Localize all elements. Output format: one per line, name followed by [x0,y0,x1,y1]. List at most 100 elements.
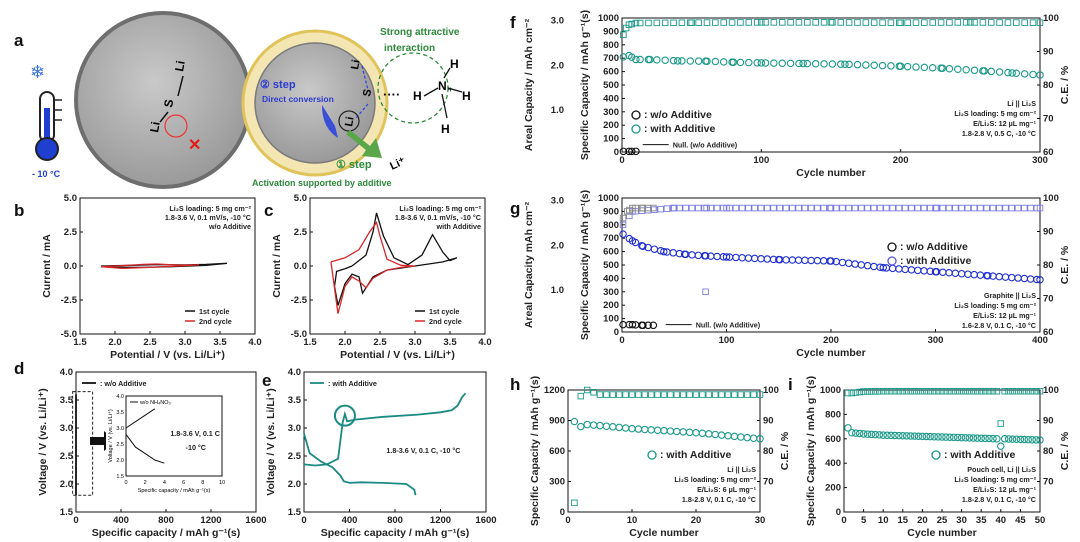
capacity-marker [1036,71,1044,79]
x-tick-label: 1600 [475,515,496,526]
legend-label: : with Additive [328,379,377,388]
direct-conversion-arrow [322,105,338,138]
y-tick-label: 900 [549,416,565,427]
x-tick-label: 2.0 [338,337,351,348]
inset-note-2: -10 °C [186,443,206,452]
ce-marker [628,20,636,28]
ce-marker [912,19,920,26]
capacity-marker [639,242,647,250]
y-axis-label: Current / mA [271,234,283,298]
x-tick-label: 1.5 [303,337,317,348]
ce-marker [663,205,671,212]
y-tick-label: 2.5 [64,227,78,238]
info-text: 1.8-2.8 V, 0.1 C, -10 °C [962,495,1036,504]
capacity-marker [722,253,731,261]
ce-marker [644,204,652,212]
y-tick-label: 300 [603,107,619,118]
ce-marker [921,19,928,26]
svg-text:N: N [438,79,447,93]
capacity-marker [887,431,895,440]
y-tick-label: 400 [825,458,841,469]
capacity-marker [1008,273,1016,282]
y-tick-label: 0.0 [64,261,77,272]
capacity-marker [938,433,946,441]
capacity-marker [577,422,585,431]
info-text: Graphite || Li₂S [984,291,1036,300]
ce-marker [789,204,796,212]
ce-marker [737,19,744,26]
x-tick-label: 0 [73,515,78,526]
x-tick-label: 0 [619,335,624,346]
ce-marker [911,387,918,395]
y2-tick-label: 100 [1043,13,1059,24]
ce-marker [860,388,867,395]
inset-y-tick: 2.0 [116,458,124,464]
ce-marker [615,391,623,398]
capacity-marker [962,66,970,74]
capacity-marker [980,67,989,75]
ce-marker [804,19,811,26]
legend-label: : w/o Additive [900,241,968,253]
ce-marker [703,204,710,212]
y-tick-label: 300 [549,477,565,488]
li-ion-label: Li⁺ [388,155,407,173]
capacity-marker [701,252,710,260]
capacity-marker [945,64,954,73]
ce-marker [1021,204,1028,212]
capacity-marker [1008,69,1016,77]
plot-frame [125,395,223,477]
capacity-marker [920,267,928,275]
capacity-marker [786,59,795,68]
x-tick-label: 0 [841,515,846,526]
capacity-marker [973,434,982,442]
svg-text:H: H [462,89,471,103]
capacity-marker [685,428,694,437]
ce-marker [1028,387,1036,395]
legend-marker [931,450,941,460]
inset-y-tick: 1.5 [116,474,124,480]
capacity-marker [729,58,738,66]
svg-text:H: H [450,57,459,71]
legend-label: : w/o Additive [644,109,712,121]
capacity-marker [879,263,887,272]
ce-marker [728,19,736,26]
capacity-marker [1004,435,1013,443]
panel-b: b 1.5 2.0 2.5 3.0 3.5 4.0 -5.0 -2.5 0.0 2.5 5.0 Pote… [14,193,262,361]
y-tick-label: 500 [603,80,619,91]
cv-curve-2 [330,221,416,314]
info-text: E/Li₂S: 12 µL mg⁻¹ [973,485,1037,494]
capacity-marker [653,426,662,435]
step2-label: ② step [260,79,296,91]
x-axis-label: Cycle number [796,167,865,179]
ce-marker [820,204,827,212]
x-axis-label: Potential / V (vs. Li/Li⁺) [340,349,455,361]
capacity-marker [660,426,668,435]
x-tick-label: 1200 [200,515,221,526]
condition-note: 1.8-3.6 V, 0.1 C, -10 °C [386,446,460,455]
x-tick-label: 300 [1032,155,1048,166]
activation-arrow [346,130,382,158]
capacity-marker [837,60,845,68]
x-tick-label: 400 [113,515,129,526]
capacity-marker [730,432,739,441]
ce-marker [897,19,904,26]
panel-e: e 0 400 800 1200 1600 1.5 2.0 2.5 3.0 3.5 4.0 Specif… [262,367,497,539]
ce-marker [997,420,1005,427]
capacity-marker [570,417,579,426]
ce-marker [571,499,578,507]
inset-curve-1 [125,408,156,429]
capacity-marker [749,434,758,442]
capacity-marker [679,428,687,436]
ce-marker [622,391,629,398]
y-tick-label: 800 [603,220,619,231]
y-tick-label: 200 [603,120,619,131]
ce-marker [753,19,761,26]
ce-marker [644,206,652,214]
ce-marker [896,19,903,26]
ce-marker [635,391,642,398]
ce-marker [1021,19,1028,26]
ce-marker [851,204,859,212]
capacity-marker [1032,436,1040,444]
capacity-marker [1029,70,1037,79]
